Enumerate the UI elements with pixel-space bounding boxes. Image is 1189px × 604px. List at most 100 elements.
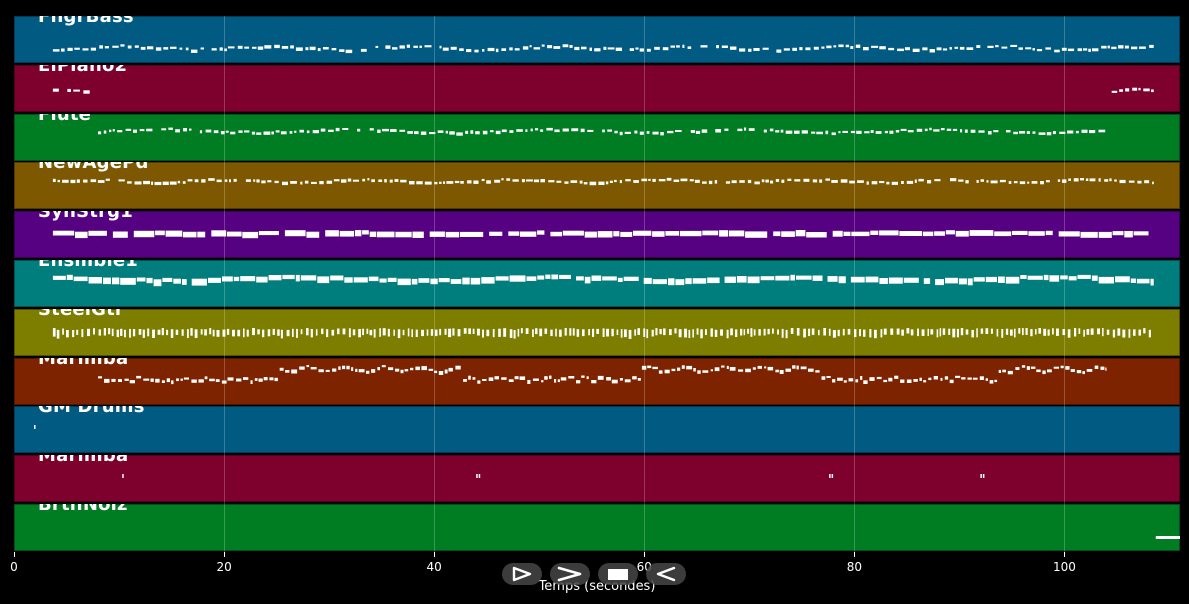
note [1111, 90, 1118, 93]
axis-tick-label: 100 [1052, 560, 1076, 574]
note [104, 378, 110, 383]
note [233, 178, 237, 182]
note [714, 180, 718, 184]
note [1025, 328, 1028, 335]
note [124, 378, 129, 381]
note [264, 45, 272, 49]
note [625, 179, 631, 182]
note [1091, 275, 1098, 281]
note [116, 329, 119, 338]
note [803, 328, 806, 338]
note [655, 328, 658, 336]
note [198, 379, 204, 383]
note [635, 47, 639, 50]
note [934, 231, 945, 236]
note [736, 276, 747, 283]
note [923, 380, 927, 383]
note [921, 329, 925, 336]
note [1045, 47, 1051, 50]
note [1038, 132, 1046, 135]
note [764, 366, 767, 369]
note [468, 375, 471, 380]
note [574, 46, 580, 51]
note [443, 181, 446, 184]
note [492, 329, 495, 338]
note [1119, 179, 1126, 184]
note [967, 278, 973, 286]
note [906, 379, 912, 383]
note [790, 328, 794, 334]
note [544, 328, 548, 334]
note [306, 231, 320, 238]
note [692, 278, 707, 284]
note [969, 230, 994, 236]
note [224, 48, 227, 52]
note [322, 47, 329, 50]
stop-button[interactable] [598, 563, 638, 585]
note [181, 329, 184, 336]
note [1098, 276, 1114, 284]
axis-tick-label: 40 [426, 560, 442, 574]
note [414, 131, 419, 135]
note [643, 277, 652, 284]
note [646, 48, 651, 52]
note [134, 181, 142, 185]
note [285, 370, 290, 373]
note [554, 379, 557, 383]
note [402, 329, 405, 336]
note [326, 180, 333, 184]
note [556, 180, 562, 183]
note [310, 329, 313, 338]
note [400, 369, 404, 374]
note [576, 276, 584, 281]
note [494, 179, 501, 183]
note [421, 366, 427, 371]
note [495, 276, 509, 281]
note [434, 181, 438, 185]
note [136, 375, 142, 379]
note [883, 379, 888, 383]
note [161, 128, 167, 131]
note [533, 47, 541, 50]
forward-button[interactable] [550, 563, 590, 585]
note [369, 128, 374, 131]
note [1010, 44, 1018, 47]
note [633, 180, 639, 183]
note [406, 44, 410, 48]
note [439, 328, 442, 336]
note [785, 130, 793, 134]
note [1143, 328, 1146, 334]
note [1098, 178, 1101, 182]
play-button[interactable] [502, 563, 542, 585]
note [602, 276, 617, 281]
note [623, 276, 639, 281]
note [940, 377, 943, 381]
rewind-button[interactable] [646, 563, 686, 585]
note [98, 376, 102, 379]
note [127, 45, 132, 49]
note [209, 328, 212, 335]
note [52, 178, 56, 182]
note [783, 48, 790, 51]
note [651, 329, 654, 337]
note [714, 329, 718, 337]
note [675, 279, 685, 286]
note [667, 130, 674, 134]
note [183, 377, 189, 380]
note [208, 277, 221, 283]
track-name: Ensmble1 [38, 260, 138, 271]
note [848, 378, 854, 382]
note [785, 368, 791, 372]
note [216, 179, 222, 183]
note [1138, 87, 1141, 91]
note [501, 48, 507, 51]
note [310, 367, 317, 370]
note [658, 370, 663, 374]
note [1005, 328, 1009, 335]
axis-tick [14, 552, 15, 557]
note [989, 380, 994, 384]
note [744, 127, 747, 131]
note [972, 377, 978, 380]
note [112, 277, 120, 285]
note [1152, 181, 1154, 185]
